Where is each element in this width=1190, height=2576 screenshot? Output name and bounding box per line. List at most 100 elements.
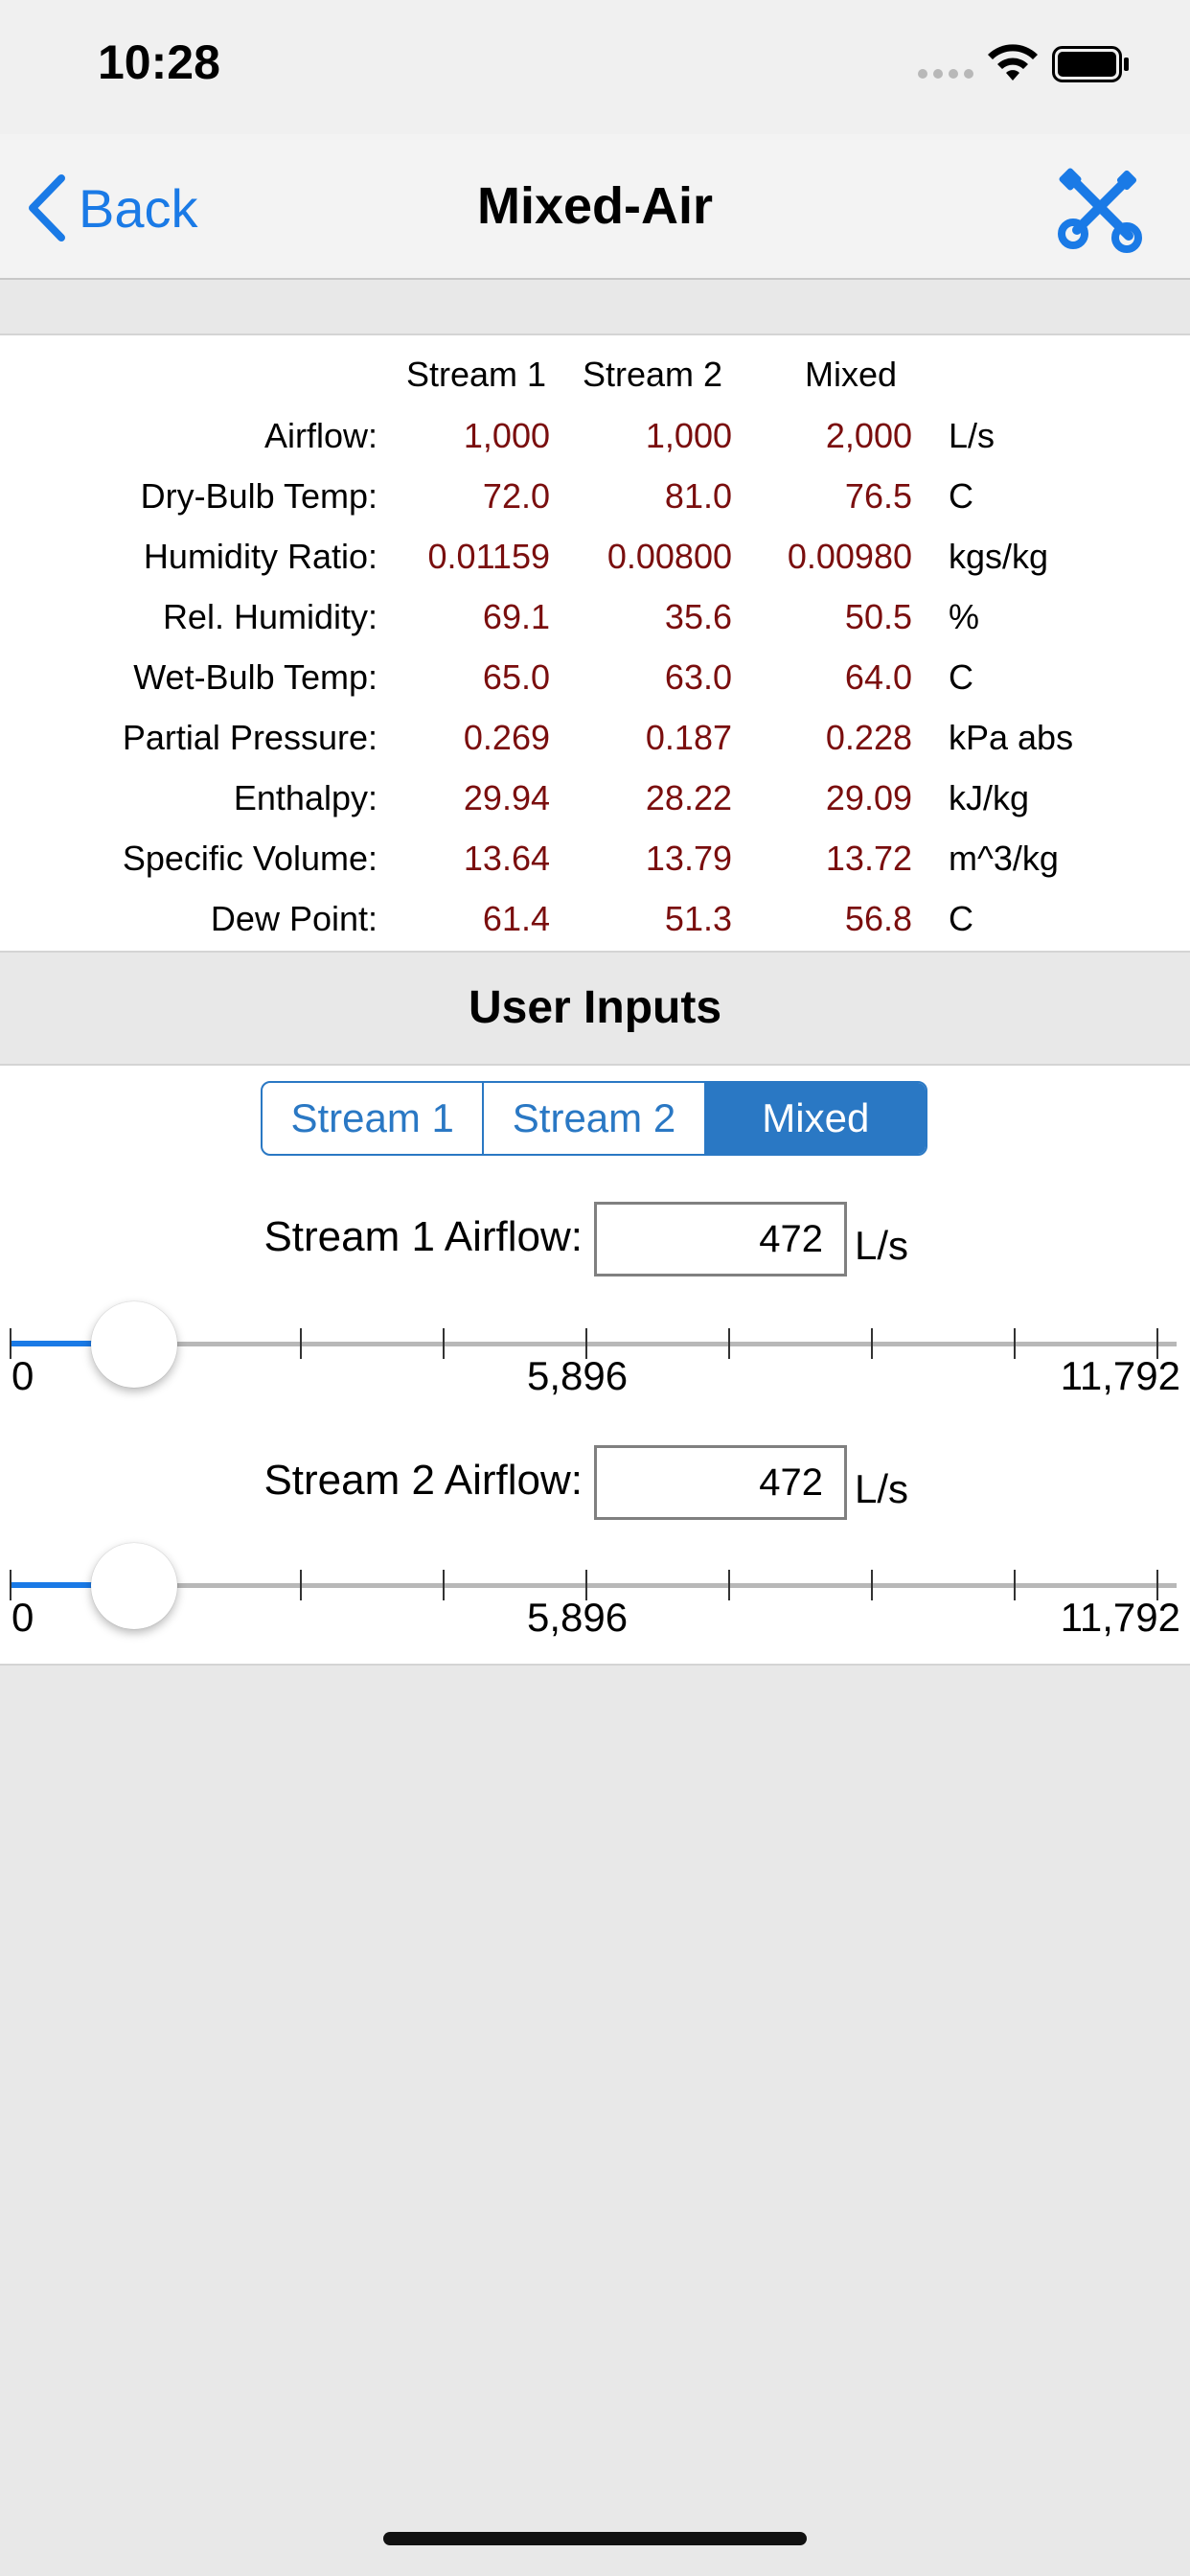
table-row-partial-pressure: Partial Pressure: 0.269 0.187 0.228 kPa … bbox=[0, 718, 1190, 777]
mixed-value: 0.228 bbox=[825, 718, 912, 757]
stream1-airflow-row: Stream 1 Airflow: L/s bbox=[0, 1202, 1190, 1278]
table-row-airflow: Airflow: 1,000 1,000 2,000 L/s bbox=[0, 416, 1190, 475]
segment-mixed[interactable]: Mixed bbox=[705, 1083, 926, 1154]
table-row-humidity-ratio: Humidity Ratio: 0.01159 0.00800 0.00980 … bbox=[0, 537, 1190, 596]
back-button[interactable]: Back bbox=[25, 172, 198, 243]
slider-tick bbox=[1014, 1570, 1016, 1600]
mixed-value: 0.00980 bbox=[787, 537, 912, 576]
row-label: Wet-Bulb Temp: bbox=[133, 657, 378, 697]
stream-segmented-control: Stream 1 Stream 2 Mixed bbox=[261, 1081, 927, 1156]
slider-tick bbox=[871, 1328, 873, 1359]
segment-stream-2[interactable]: Stream 2 bbox=[484, 1083, 706, 1154]
mixed-value: 13.72 bbox=[825, 839, 912, 878]
stream2-airflow-label: Stream 2 Airflow: bbox=[263, 1457, 583, 1504]
slider-tick bbox=[10, 1328, 11, 1359]
table-row-enthalpy: Enthalpy: 29.94 28.22 29.09 kJ/kg bbox=[0, 778, 1190, 838]
slider-max-label: 11,792 bbox=[1060, 1595, 1180, 1640]
slider-thumb[interactable] bbox=[91, 1543, 178, 1629]
stream1-value: 72.0 bbox=[482, 476, 550, 516]
unit-label: C bbox=[949, 476, 973, 516]
stream1-value: 13.64 bbox=[463, 839, 550, 878]
stream2-airflow-unit: L/s bbox=[855, 1466, 909, 1511]
stream2-value: 81.0 bbox=[664, 476, 732, 516]
cellular-signal-icon bbox=[918, 69, 973, 79]
slider-tick bbox=[1156, 1570, 1158, 1600]
unit-label: m^3/kg bbox=[949, 839, 1059, 878]
stream1-value: 1,000 bbox=[463, 416, 550, 455]
navigation-bar: Back Mixed-Air bbox=[0, 134, 1190, 280]
slider-thumb[interactable] bbox=[91, 1301, 178, 1388]
stream1-value: 65.0 bbox=[482, 657, 550, 697]
stream1-airflow-unit: L/s bbox=[855, 1223, 909, 1268]
stream2-value: 1,000 bbox=[645, 416, 732, 455]
slider-tick bbox=[728, 1570, 730, 1600]
stream2-value: 63.0 bbox=[664, 657, 732, 697]
stream1-value: 69.1 bbox=[482, 597, 550, 636]
page-title: Mixed-Air bbox=[476, 177, 714, 235]
status-time: 10:28 bbox=[98, 35, 220, 89]
stream1-airflow-label: Stream 1 Airflow: bbox=[263, 1213, 583, 1260]
slider-min-label: 0 bbox=[11, 1353, 34, 1398]
row-label: Rel. Humidity: bbox=[162, 597, 378, 636]
slider-track bbox=[10, 1342, 1177, 1346]
slider-tick bbox=[300, 1328, 302, 1359]
slider-tick bbox=[1156, 1328, 1158, 1359]
stream2-airflow-row: Stream 2 Airflow: L/s bbox=[0, 1445, 1190, 1522]
unit-label: kgs/kg bbox=[949, 537, 1049, 576]
segment-stream-1[interactable]: Stream 1 bbox=[263, 1083, 485, 1154]
row-label: Specific Volume: bbox=[122, 839, 378, 878]
stream1-value: 0.269 bbox=[463, 718, 550, 757]
stream1-value: 61.4 bbox=[482, 899, 550, 938]
stream2-value: 13.79 bbox=[645, 839, 732, 878]
slider-tick bbox=[10, 1570, 11, 1600]
row-label: Dew Point: bbox=[210, 899, 378, 938]
wrench-screwdriver-icon[interactable] bbox=[1056, 167, 1142, 253]
table-row-rel-humidity: Rel. Humidity: 69.1 35.6 50.5 % bbox=[0, 597, 1190, 656]
slider-fill bbox=[10, 1341, 135, 1346]
slider-min-label: 0 bbox=[11, 1595, 34, 1640]
stream1-value: 29.94 bbox=[463, 778, 550, 817]
stream2-value: 28.22 bbox=[645, 778, 732, 817]
battery-icon bbox=[1052, 46, 1129, 82]
unit-label: C bbox=[949, 899, 973, 938]
home-indicator bbox=[383, 2532, 807, 2545]
stream2-value: 35.6 bbox=[664, 597, 732, 636]
slider-tick bbox=[443, 1328, 445, 1359]
slider-tick bbox=[1014, 1328, 1016, 1359]
stream2-airflow-input[interactable] bbox=[594, 1445, 847, 1520]
unit-label: kPa abs bbox=[949, 718, 1074, 757]
stream1-airflow-slider[interactable]: 0 5,896 11,792 bbox=[0, 1301, 1190, 1411]
slider-tick bbox=[871, 1570, 873, 1600]
unit-label: C bbox=[949, 657, 973, 697]
chevron-left-icon bbox=[29, 174, 65, 242]
mixed-value: 50.5 bbox=[844, 597, 912, 636]
table-row-wet-bulb-temp: Wet-Bulb Temp: 65.0 63.0 64.0 C bbox=[0, 657, 1190, 717]
row-label: Humidity Ratio: bbox=[143, 537, 378, 576]
stream2-value: 0.187 bbox=[645, 718, 732, 757]
column-header-mixed: Mixed bbox=[805, 355, 898, 394]
section-title: User Inputs bbox=[468, 982, 722, 1033]
mixed-value: 56.8 bbox=[844, 899, 912, 938]
mixed-value: 2,000 bbox=[825, 416, 912, 455]
slider-tick bbox=[585, 1570, 587, 1600]
user-inputs-header: User Inputs bbox=[0, 953, 1190, 1064]
slider-tick bbox=[443, 1570, 445, 1600]
wifi-icon bbox=[988, 44, 1038, 80]
stream1-airflow-input[interactable] bbox=[594, 1202, 847, 1276]
slider-mid-label: 5,896 bbox=[527, 1595, 629, 1640]
row-label: Partial Pressure: bbox=[122, 718, 378, 757]
unit-label: L/s bbox=[949, 416, 995, 455]
column-header-stream-1: Stream 1 bbox=[406, 355, 547, 394]
table-row-dry-bulb-temp: Dry-Bulb Temp: 72.0 81.0 76.5 C bbox=[0, 476, 1190, 536]
column-header-stream-2: Stream 2 bbox=[583, 355, 723, 394]
slider-tick bbox=[585, 1328, 587, 1359]
mixed-value: 76.5 bbox=[844, 476, 912, 516]
table-row-dew-point: Dew Point: 61.4 51.3 56.8 C bbox=[0, 899, 1190, 958]
stream2-airflow-slider[interactable]: 0 5,896 11,792 bbox=[0, 1543, 1190, 1652]
unit-label: % bbox=[949, 597, 980, 636]
mixed-value: 29.09 bbox=[825, 778, 912, 817]
row-label: Airflow: bbox=[263, 416, 378, 455]
results-table: Stream 1 Stream 2 Mixed Airflow: 1,000 1… bbox=[0, 334, 1190, 953]
slider-max-label: 11,792 bbox=[1060, 1353, 1180, 1398]
